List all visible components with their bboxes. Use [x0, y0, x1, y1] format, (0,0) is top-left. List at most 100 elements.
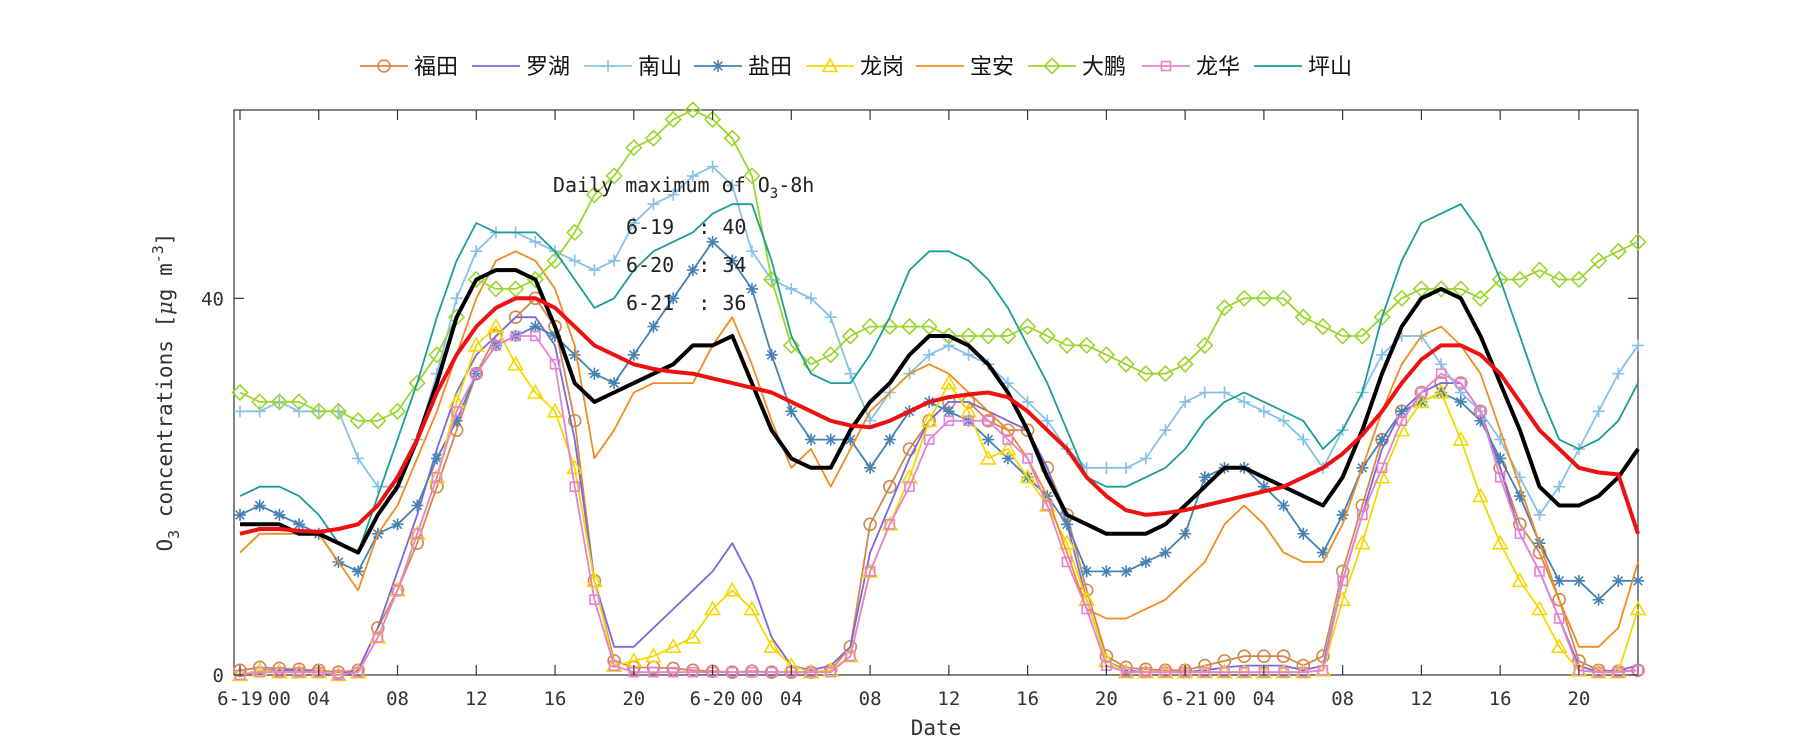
data-point	[1120, 666, 1132, 678]
data-point	[290, 393, 308, 411]
data-point	[1513, 490, 1526, 503]
data-point	[274, 666, 285, 678]
data-point	[1297, 666, 1309, 678]
data-point	[1514, 528, 1526, 540]
data-point	[510, 330, 521, 342]
data-point	[1041, 500, 1053, 511]
data-point	[310, 402, 328, 420]
data-point	[1237, 649, 1251, 663]
data-point	[1140, 666, 1152, 678]
data-point	[1511, 270, 1529, 289]
data-point	[765, 348, 778, 361]
data-point	[962, 348, 975, 361]
legend-item-3: 南山	[584, 55, 682, 80]
axes-layer: 0 40 6-19 04 08 12 16 20 6-20 04 08 12 16 20 6-21 04 08 1…	[201, 110, 1638, 710]
data-point	[667, 292, 680, 305]
data-point	[861, 562, 879, 578]
data-point	[1274, 289, 1293, 307]
data-point	[585, 186, 604, 204]
data-point	[1100, 461, 1113, 474]
data-point	[1081, 603, 1092, 615]
data-point	[746, 666, 758, 678]
data-point	[568, 254, 581, 267]
summary-line-2	[239, 296, 1640, 536]
series-layer	[231, 101, 1647, 682]
x-tick-label: 04	[307, 688, 330, 710]
data-point	[766, 666, 777, 678]
data-point	[1159, 424, 1172, 437]
data-point	[1001, 423, 1015, 437]
data-point	[805, 433, 818, 446]
data-point	[1001, 452, 1014, 465]
data-point	[726, 254, 739, 267]
x-axis-title: Date	[911, 716, 962, 740]
data-point	[254, 666, 265, 678]
data-point	[942, 405, 955, 418]
data-point	[1100, 565, 1113, 578]
data-point	[369, 628, 387, 644]
x-tick-label: 20	[1095, 688, 1118, 710]
data-point	[706, 160, 719, 173]
data-point	[389, 581, 406, 597]
data-point	[1353, 327, 1371, 345]
data-point	[447, 308, 466, 326]
legend-label: 龙岗	[860, 55, 904, 80]
data-point	[645, 647, 662, 663]
legend-label: 宝安	[970, 55, 1014, 80]
data-point	[1432, 383, 1450, 399]
data-point	[1337, 575, 1348, 587]
data-point	[568, 348, 581, 361]
data-point	[743, 167, 761, 185]
data-point	[648, 666, 659, 678]
data-point	[763, 638, 780, 654]
data-point	[982, 415, 994, 427]
data-point	[430, 452, 443, 465]
annotation-box: Daily maximum of O3-8h 6-19 : 40 6-20 : …	[553, 173, 814, 315]
data-point	[1530, 261, 1549, 279]
data-point	[487, 280, 505, 298]
data-point	[467, 336, 485, 352]
data-point	[1452, 430, 1470, 446]
data-point	[1001, 377, 1014, 390]
legend-marker	[1160, 60, 1172, 72]
data-point	[745, 245, 758, 258]
x-tick-label: 00	[1213, 688, 1236, 710]
data-point	[549, 330, 562, 342]
data-point	[1314, 661, 1332, 677]
data-point	[1156, 365, 1175, 383]
data-point	[1355, 498, 1370, 513]
data-point	[450, 292, 463, 305]
data-point	[391, 518, 404, 531]
data-point	[1238, 395, 1251, 408]
data-point	[881, 317, 899, 336]
data-point	[884, 519, 896, 530]
data-point	[625, 139, 643, 157]
data-point	[1612, 574, 1625, 587]
legend-item-7: 大鹏	[1028, 55, 1126, 80]
data-point	[1632, 574, 1644, 587]
data-point	[1609, 242, 1627, 260]
x-tick-label: 12	[465, 688, 488, 710]
data-point	[408, 374, 426, 392]
data-point	[1455, 377, 1467, 389]
data-point	[392, 584, 403, 596]
data-point	[608, 660, 620, 671]
data-point	[1218, 386, 1231, 399]
data-point	[1432, 280, 1450, 298]
data-point	[1491, 270, 1509, 289]
data-point	[1474, 414, 1487, 427]
data-point	[1570, 661, 1588, 677]
data-point	[686, 264, 699, 277]
data-point	[431, 471, 443, 483]
x-tick-label: 00	[740, 688, 763, 710]
data-point	[1373, 308, 1391, 326]
legend-label: 南山	[638, 55, 682, 80]
data-point	[349, 663, 367, 679]
x-tick-label: 20	[1567, 688, 1590, 710]
data-point	[329, 402, 348, 420]
data-point	[1553, 613, 1565, 624]
y-axis-title: O3 concentrations [μg m-3]	[149, 233, 183, 552]
data-point	[902, 442, 917, 456]
data-point	[428, 468, 446, 484]
data-point	[1139, 556, 1152, 568]
